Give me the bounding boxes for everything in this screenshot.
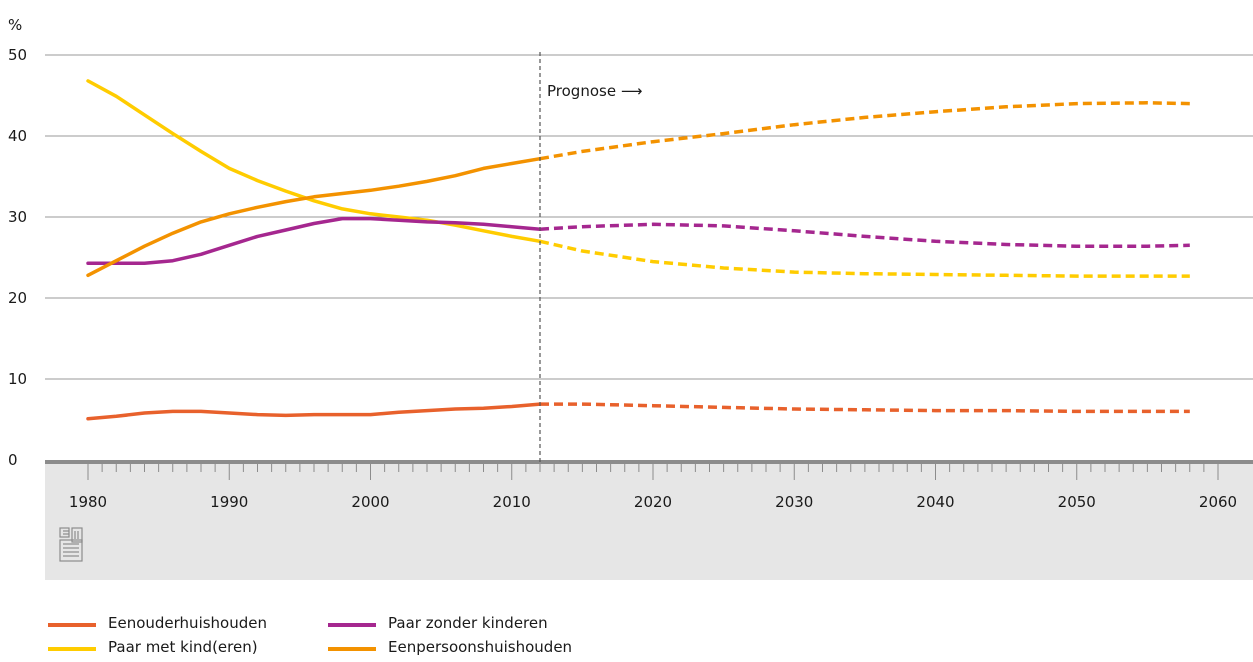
legend-swatch bbox=[48, 623, 96, 627]
x-tick-label: 1990 bbox=[210, 493, 248, 511]
x-tick-label: 2050 bbox=[1058, 493, 1096, 511]
legend-label: Eenouderhuishouden bbox=[108, 614, 267, 632]
series-line-observed bbox=[86, 402, 542, 421]
legend: Eenouderhuishouden Paar zonder kinderen Pa… bbox=[48, 612, 688, 660]
series-line-forecast bbox=[539, 222, 1190, 248]
y-tick-label: 50 bbox=[8, 46, 27, 64]
series-line-forecast bbox=[539, 239, 1190, 278]
y-tick-label: 40 bbox=[8, 127, 27, 145]
gridlines bbox=[45, 54, 1253, 380]
legend-label: Paar zonder kinderen bbox=[388, 614, 548, 632]
x-tick-label: 2000 bbox=[351, 493, 389, 511]
y-tick-labels: 0 10 20 30 40 50 bbox=[8, 46, 27, 469]
x-tick-labels: 1980 1990 2000 2010 2020 2030 2040 2050 2060 bbox=[69, 493, 1237, 511]
y-tick-label: 10 bbox=[8, 370, 27, 388]
x-axis-band bbox=[45, 462, 1253, 580]
series-1 bbox=[86, 402, 1190, 421]
cbs-logo-icon bbox=[59, 527, 83, 562]
x-tick-label: 2020 bbox=[634, 493, 672, 511]
series-line-observed bbox=[86, 79, 542, 244]
x-tick-label: 2060 bbox=[1199, 493, 1237, 511]
series-4 bbox=[86, 101, 1190, 278]
x-tick-label: 1980 bbox=[69, 493, 107, 511]
series-line-forecast bbox=[539, 101, 1190, 161]
series-3 bbox=[86, 216, 1190, 265]
y-tick-label: 0 bbox=[8, 451, 18, 469]
y-tick-label: 30 bbox=[8, 208, 27, 226]
x-axis bbox=[45, 460, 1253, 480]
legend-label: Paar met kind(eren) bbox=[108, 638, 258, 656]
series-line-observed bbox=[86, 216, 542, 265]
series-lines bbox=[86, 79, 1190, 421]
legend-swatch bbox=[328, 623, 376, 627]
series-line-forecast bbox=[540, 402, 1190, 414]
x-tick-label: 2030 bbox=[775, 493, 813, 511]
legend-label: Eenpersoonshuishouden bbox=[388, 638, 573, 656]
legend-swatch bbox=[328, 647, 376, 651]
x-tick-label: 2010 bbox=[493, 493, 531, 511]
series-line-observed bbox=[86, 156, 542, 278]
series-2 bbox=[86, 79, 1190, 278]
y-tick-label: 20 bbox=[8, 289, 27, 307]
prognosis-label: Prognose ⟶ bbox=[547, 82, 642, 100]
legend-swatch bbox=[48, 647, 96, 651]
x-tick-label: 2040 bbox=[916, 493, 954, 511]
y-unit-label: % bbox=[8, 16, 22, 34]
